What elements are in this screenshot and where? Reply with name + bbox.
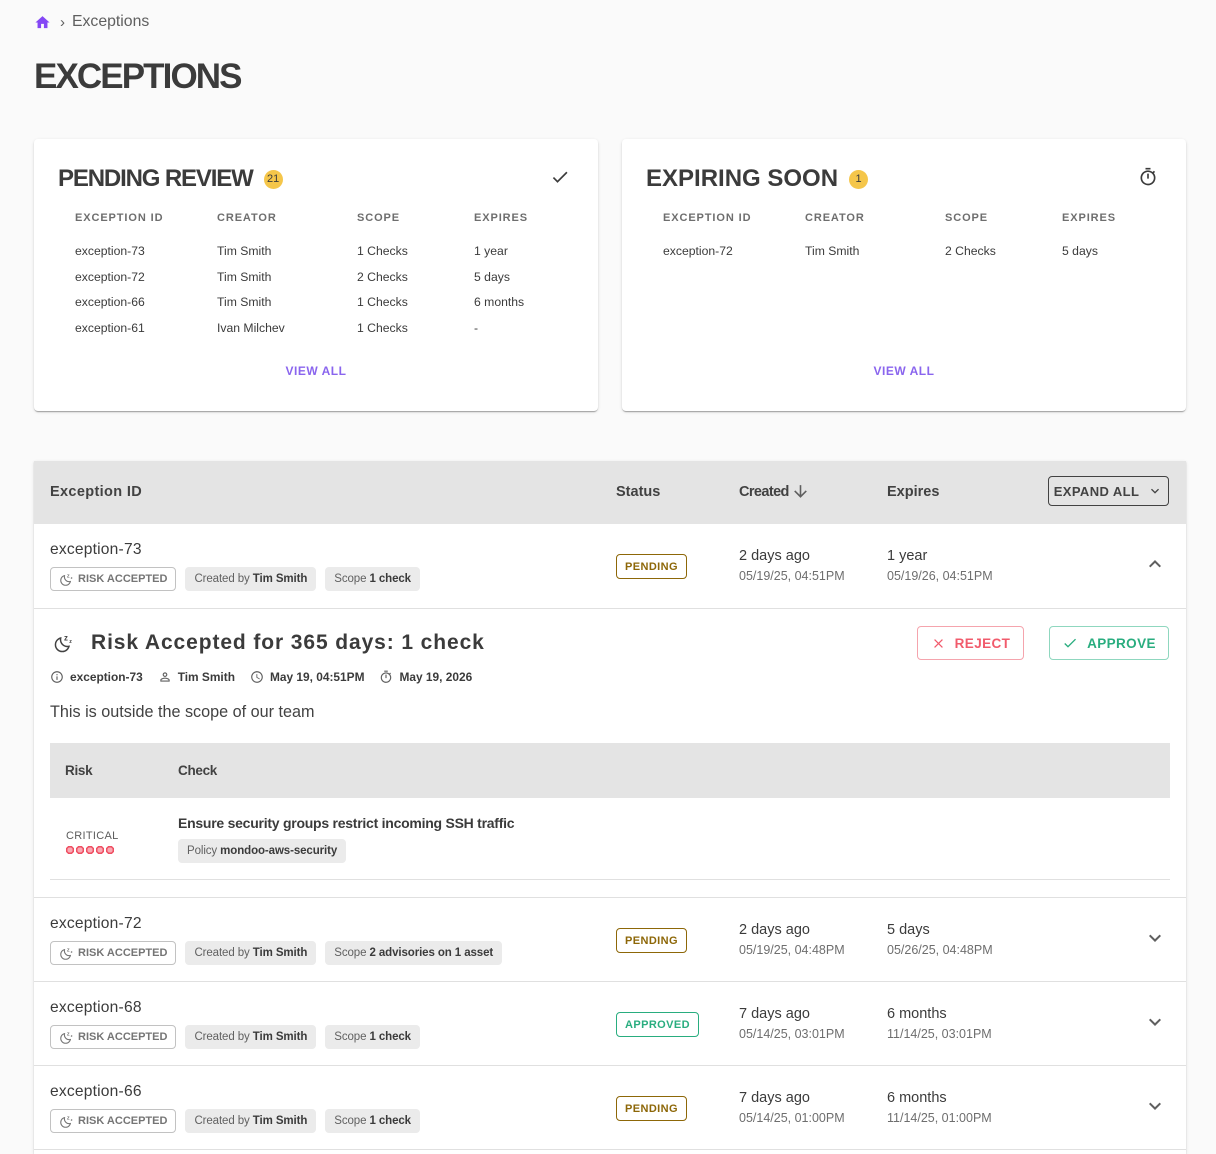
svg-text:z: z [67, 1115, 70, 1121]
svg-text:z: z [64, 633, 68, 642]
svg-text:z: z [67, 573, 70, 579]
svg-text:z: z [71, 1034, 73, 1038]
svg-text:z: z [67, 1031, 70, 1037]
svg-text:z: z [71, 576, 73, 580]
svg-text:z: z [71, 950, 73, 954]
svg-text:z: z [71, 1118, 73, 1122]
svg-text:z: z [67, 947, 70, 953]
svg-text:z: z [69, 639, 72, 645]
